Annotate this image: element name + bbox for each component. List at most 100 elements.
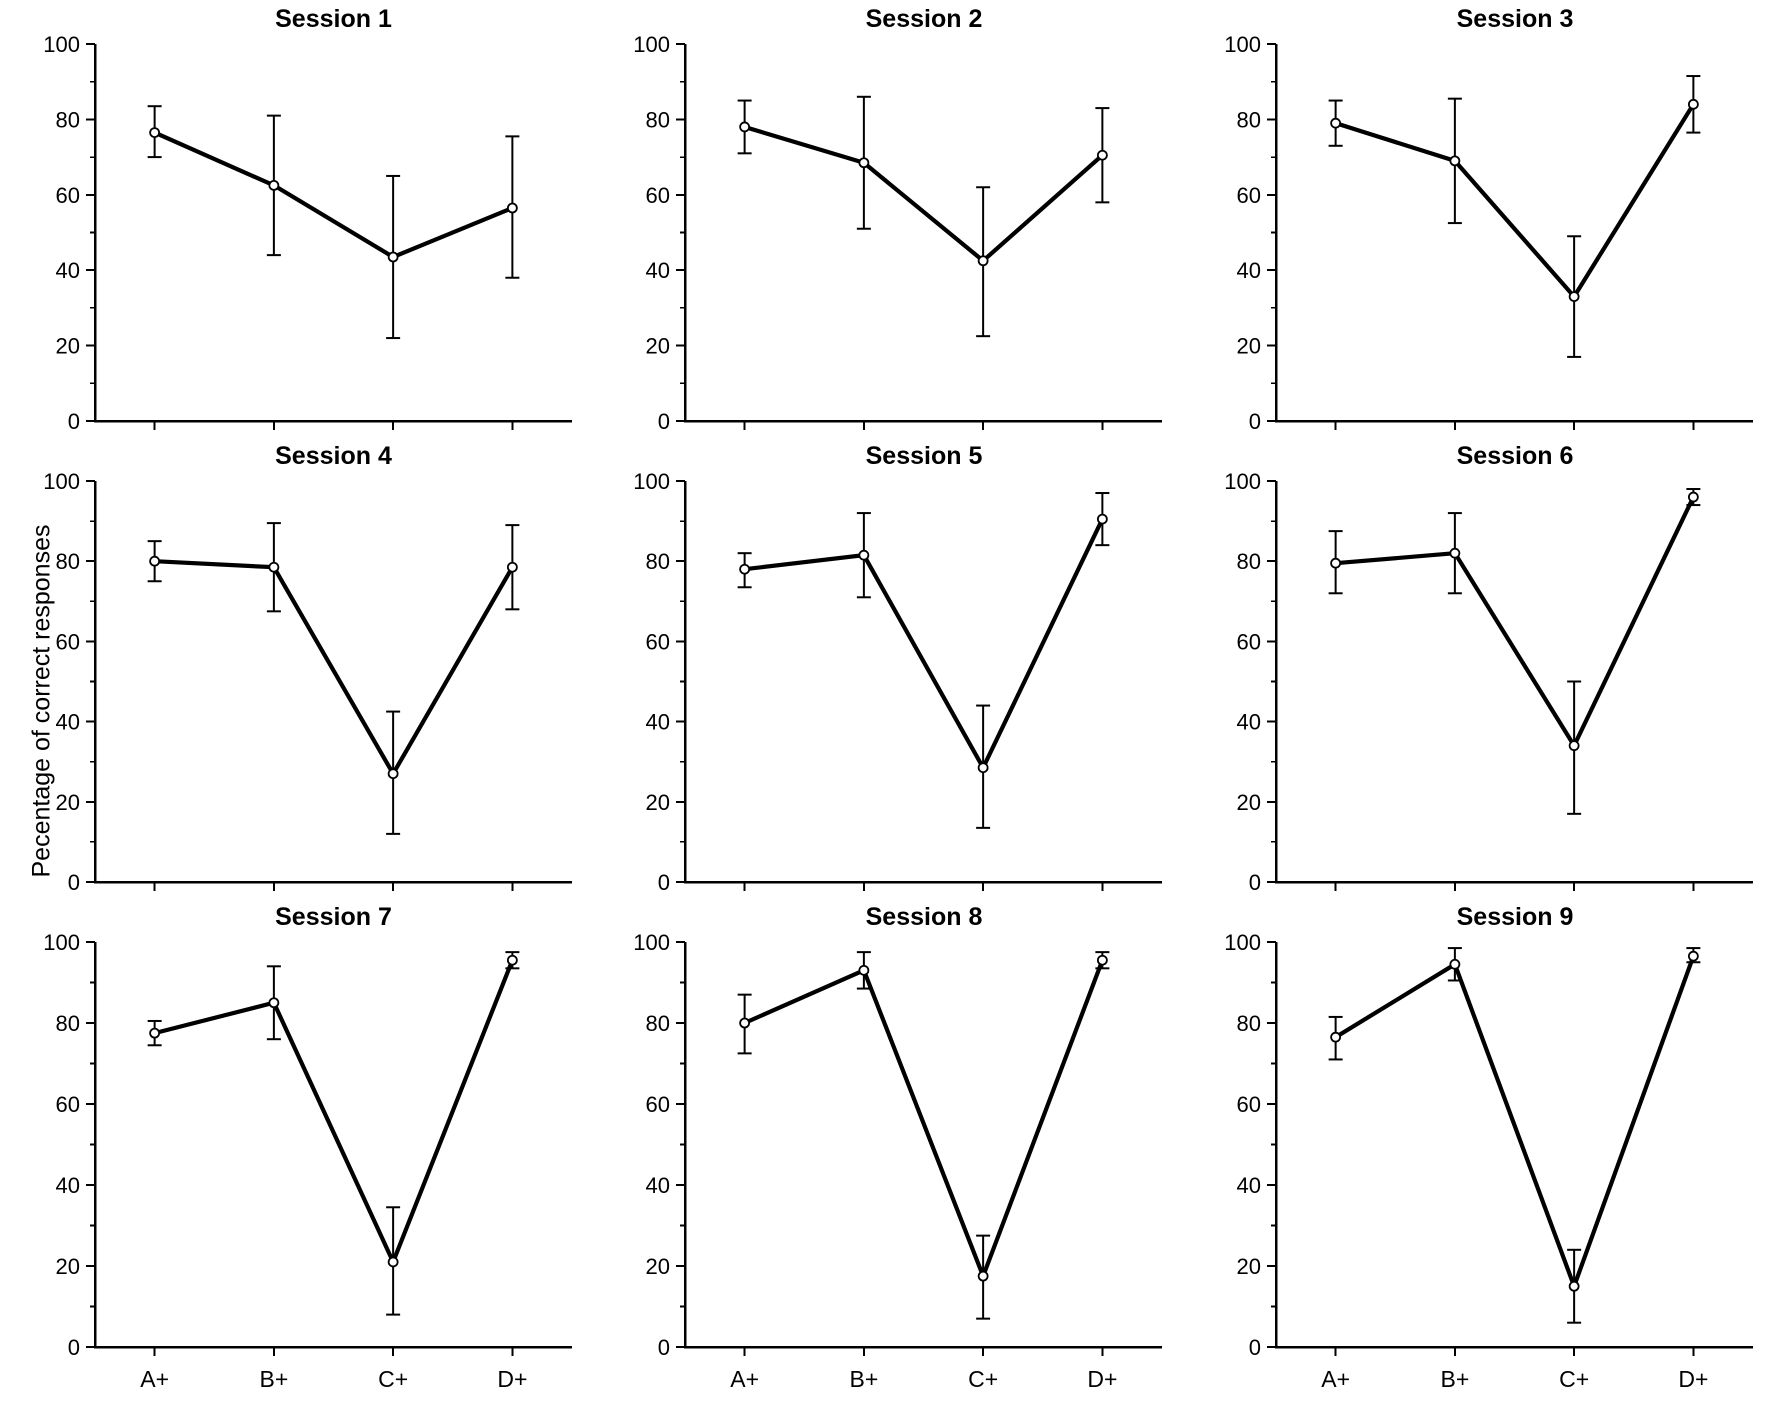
y-tick-label: 60 (646, 1092, 670, 1117)
data-point-marker (977, 255, 989, 267)
y-tick-label: 20 (56, 790, 80, 815)
line-chart-session-2: 0 20 40 60 80 100 (633, 34, 1162, 434)
chart-cell-session-9: Session 9 0 20 40 60 80 100 A+ B+ C+ D+ (1181, 898, 1772, 1401)
chart-cell-session-3: Session 3 0 20 40 60 80 100 (1181, 0, 1772, 437)
data-point-marker (1096, 954, 1108, 966)
y-tick-label: 20 (56, 334, 80, 359)
chart-title-session-8: Session 8 (865, 903, 983, 931)
y-tick-label: 80 (56, 107, 80, 132)
data-point-marker (977, 762, 989, 774)
x-tick-label: A+ (140, 1366, 169, 1392)
y-tick-label: 0 (658, 870, 670, 895)
x-tick-label: A+ (730, 1366, 759, 1392)
y-tick-label: 80 (646, 1011, 670, 1036)
data-point-marker (149, 127, 161, 138)
data-line (152, 559, 515, 778)
x-tick-label: B+ (259, 1366, 288, 1392)
line-chart-session-8: 0 20 40 60 80 100 A+ B+ C+ D+ (633, 932, 1162, 1392)
y-tick-label: 80 (646, 107, 670, 132)
data-line (1333, 494, 1696, 751)
y-tick-label: 100 (43, 471, 80, 494)
data-point-marker (506, 202, 518, 214)
line-chart-session-4: 0 20 40 60 80 100 (43, 471, 572, 895)
data-point-marker (1568, 291, 1580, 302)
data-point-marker (1687, 491, 1699, 503)
y-tick-label: 60 (56, 629, 80, 654)
data-point-marker (1449, 155, 1461, 167)
chart-title-session-3: Session 3 (1456, 5, 1574, 33)
y-tick-label: 20 (646, 790, 670, 815)
y-tick-label: 0 (68, 1335, 80, 1360)
y-tick-label: 20 (1237, 790, 1261, 815)
y-tick-label: 0 (1249, 1335, 1261, 1360)
y-tick-label: 100 (633, 471, 670, 494)
y-tick-label: 80 (56, 1011, 80, 1036)
data-line (742, 516, 1105, 773)
y-tick-label: 40 (56, 710, 80, 735)
y-tick-label: 60 (646, 629, 670, 654)
y-tick-label: 40 (646, 710, 670, 735)
chart-cell-session-5: Session 5 0 20 40 60 80 100 (590, 437, 1181, 898)
y-tick-label: 80 (1237, 549, 1261, 574)
line-chart-session-6: 0 20 40 60 80 100 (1224, 471, 1753, 895)
data-point-marker (506, 561, 518, 573)
y-tick-label: 80 (1237, 1011, 1261, 1036)
data-point-marker (739, 1017, 751, 1029)
y-tick-label: 20 (646, 1254, 670, 1279)
line-chart-session-5: 0 20 40 60 80 100 (633, 471, 1162, 895)
data-line (742, 958, 1105, 1282)
data-point-marker (858, 964, 870, 976)
y-tick-label: 80 (646, 549, 670, 574)
line-chart-session-9: 0 20 40 60 80 100 A+ B+ C+ D+ (1224, 932, 1753, 1392)
data-line (742, 124, 1105, 264)
y-tick-label: 40 (1237, 258, 1261, 283)
y-tick-label: 40 (646, 1173, 670, 1198)
chart-title-session-2: Session 2 (865, 5, 983, 33)
y-tick-label: 40 (1237, 1173, 1261, 1198)
data-line (1333, 102, 1696, 301)
y-tick-label: 100 (633, 932, 670, 955)
y-tick-label: 20 (56, 1254, 80, 1279)
chart-title-session-1: Session 1 (275, 5, 392, 33)
data-point-marker (1096, 149, 1108, 161)
data-point-marker (1449, 958, 1461, 970)
y-tick-label: 40 (56, 1173, 80, 1198)
data-point-marker (387, 251, 399, 263)
chart-cell-session-6: Session 6 0 20 40 60 80 100 (1181, 437, 1772, 898)
x-tick-label: A+ (1321, 1366, 1350, 1392)
x-tick-label: C+ (968, 1366, 998, 1392)
data-point-marker (1568, 1280, 1580, 1292)
y-tick-label: 60 (646, 183, 670, 208)
data-line (152, 958, 515, 1268)
y-tick-label: 100 (1224, 34, 1261, 57)
data-point-marker (1330, 117, 1342, 129)
data-point-marker (506, 954, 518, 966)
chart-title-session-6: Session 6 (1456, 442, 1574, 470)
y-tick-label: 0 (1249, 409, 1261, 434)
data-point-marker (268, 561, 280, 573)
data-point-marker (149, 555, 161, 567)
data-point-marker (268, 997, 280, 1009)
y-tick-label: 100 (43, 932, 80, 955)
x-tick-label: D+ (1087, 1366, 1117, 1392)
y-tick-label: 60 (1237, 629, 1261, 654)
data-point-marker (1096, 513, 1108, 525)
data-point-marker (1330, 1031, 1342, 1043)
data-point-marker (739, 121, 751, 133)
chart-title-session-5: Session 5 (865, 442, 983, 470)
line-chart-session-3: 0 20 40 60 80 100 (1224, 34, 1753, 434)
x-tick-label: C+ (378, 1366, 408, 1392)
chart-cell-session-1: Session 1 0 20 40 60 80 100 (0, 0, 590, 437)
y-tick-label: 20 (1237, 334, 1261, 359)
chart-title-session-9: Session 9 (1456, 903, 1574, 931)
x-tick-label: D+ (497, 1366, 527, 1392)
data-point-marker (858, 549, 870, 561)
data-point-marker (1449, 547, 1461, 559)
y-tick-label: 60 (1237, 183, 1261, 208)
y-tick-label: 60 (56, 183, 80, 208)
y-tick-label: 60 (1237, 1092, 1261, 1117)
data-point-marker (1330, 557, 1342, 569)
y-tick-label: 80 (1237, 107, 1261, 132)
